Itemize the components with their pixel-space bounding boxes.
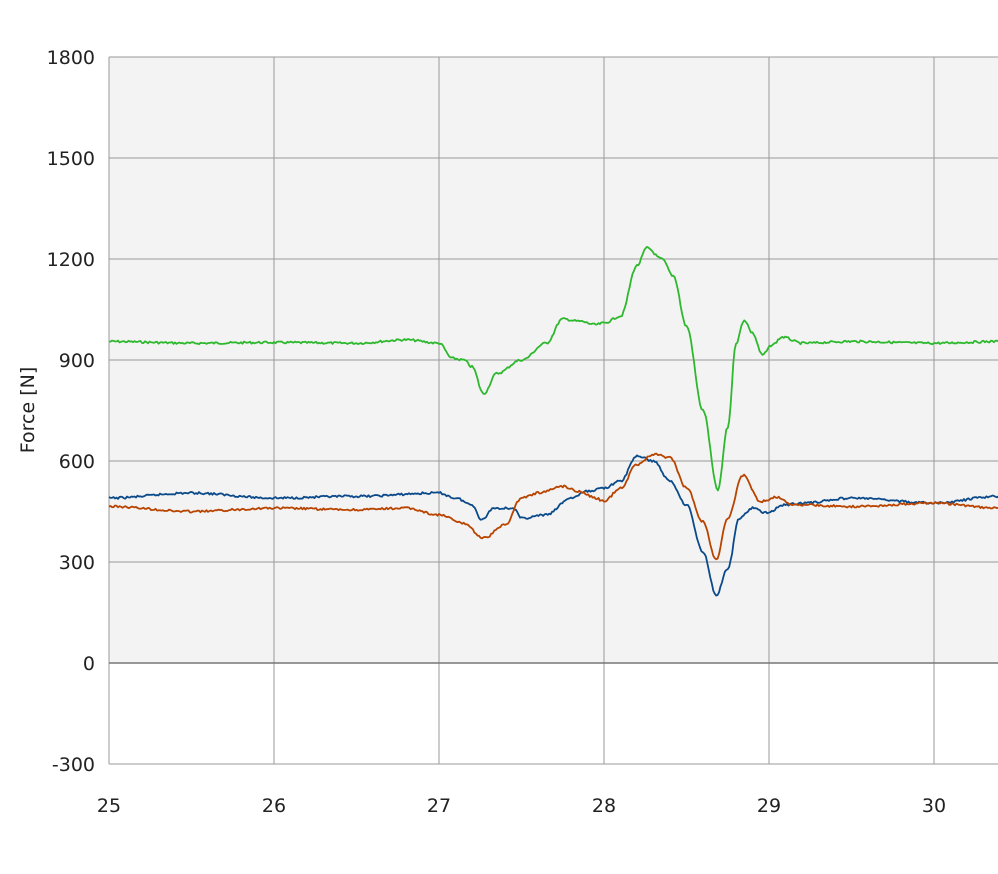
series-line-2 [108, 454, 998, 597]
y-tick-label: 600 [59, 451, 95, 473]
y-tick-label: 900 [59, 350, 95, 372]
y-tick-label: 1800 [47, 47, 95, 69]
y-tick-label: -300 [52, 754, 95, 776]
x-tick-label: 28 [592, 795, 616, 817]
x-tick-label: 25 [97, 795, 121, 817]
series-line-1 [108, 246, 998, 492]
y-tick-label: 1200 [47, 249, 95, 271]
x-tick-label: 26 [262, 795, 286, 817]
y-tick-label: 300 [59, 552, 95, 574]
series-line-3 [108, 452, 998, 561]
x-tick-label: 29 [757, 795, 781, 817]
y-axis-label: Force [N] [17, 367, 39, 453]
y-tick-label: 1500 [47, 148, 95, 170]
y-tick-label: 0 [83, 653, 95, 675]
x-tick-label: 30 [922, 795, 946, 817]
x-tick-label: 27 [427, 795, 451, 817]
